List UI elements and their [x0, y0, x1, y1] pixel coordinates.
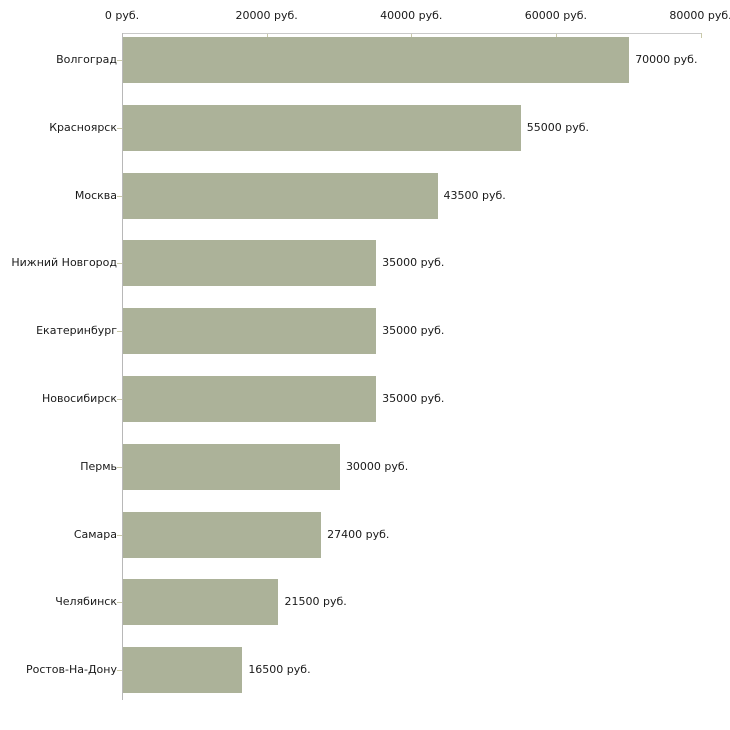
y-axis-tick	[117, 399, 122, 400]
category-label: Самара	[73, 527, 117, 541]
y-axis-tick	[117, 195, 122, 197]
y-axis-tick	[117, 602, 122, 604]
value-label: 43500 руб.	[443, 188, 506, 202]
bar	[123, 240, 377, 287]
category-label: Новосибирск	[41, 392, 117, 405]
bar	[123, 647, 243, 694]
bar	[123, 579, 279, 626]
value-label: 35000 руб.	[382, 392, 445, 405]
x-axis-tick	[266, 33, 268, 38]
value-label: 27400 руб.	[327, 527, 390, 541]
bar	[123, 308, 377, 355]
bar	[123, 104, 521, 151]
x-axis-tick-label: 20000 руб.	[235, 9, 298, 22]
x-axis-tick	[700, 33, 702, 38]
value-label: 30000 руб.	[345, 459, 409, 473]
y-axis-tick	[117, 127, 122, 129]
x-axis-tick	[555, 33, 557, 38]
category-label: Екатеринбург	[36, 324, 117, 338]
y-axis-tick	[117, 534, 122, 536]
bar	[123, 376, 377, 422]
bar	[123, 172, 438, 219]
category-label: Нижний Новгород	[11, 256, 117, 270]
bar	[123, 511, 322, 558]
x-axis-line	[122, 33, 701, 34]
value-label: 21500 руб.	[284, 595, 347, 609]
y-axis-tick	[117, 60, 122, 61]
bar	[123, 443, 340, 490]
x-axis-tick-label: 60000 руб.	[524, 9, 587, 22]
value-label: 55000 руб.	[526, 120, 589, 134]
category-label: Москва	[74, 188, 117, 202]
category-label: Пермь	[80, 459, 117, 473]
value-label: 70000 руб.	[635, 53, 698, 66]
y-axis-tick	[117, 670, 122, 672]
x-axis-tick-label: 80000 руб.	[669, 9, 730, 22]
bar	[123, 37, 630, 83]
x-axis-tick-label: 40000 руб.	[380, 9, 443, 22]
x-axis-tick	[411, 33, 413, 38]
value-label: 16500 руб.	[248, 663, 311, 677]
x-axis-tick-label: 0 руб.	[104, 9, 140, 22]
category-label: Ростов-На-Дону	[25, 663, 117, 677]
value-label: 35000 руб.	[382, 256, 445, 270]
category-label: Красноярск	[49, 120, 117, 134]
y-axis-tick	[117, 331, 122, 333]
y-axis-tick	[117, 466, 122, 468]
y-axis-line	[122, 33, 123, 700]
category-label: Волгоград	[56, 53, 117, 66]
category-label: Челябинск	[55, 595, 117, 609]
value-label: 35000 руб.	[382, 324, 445, 338]
y-axis-tick	[117, 263, 122, 265]
